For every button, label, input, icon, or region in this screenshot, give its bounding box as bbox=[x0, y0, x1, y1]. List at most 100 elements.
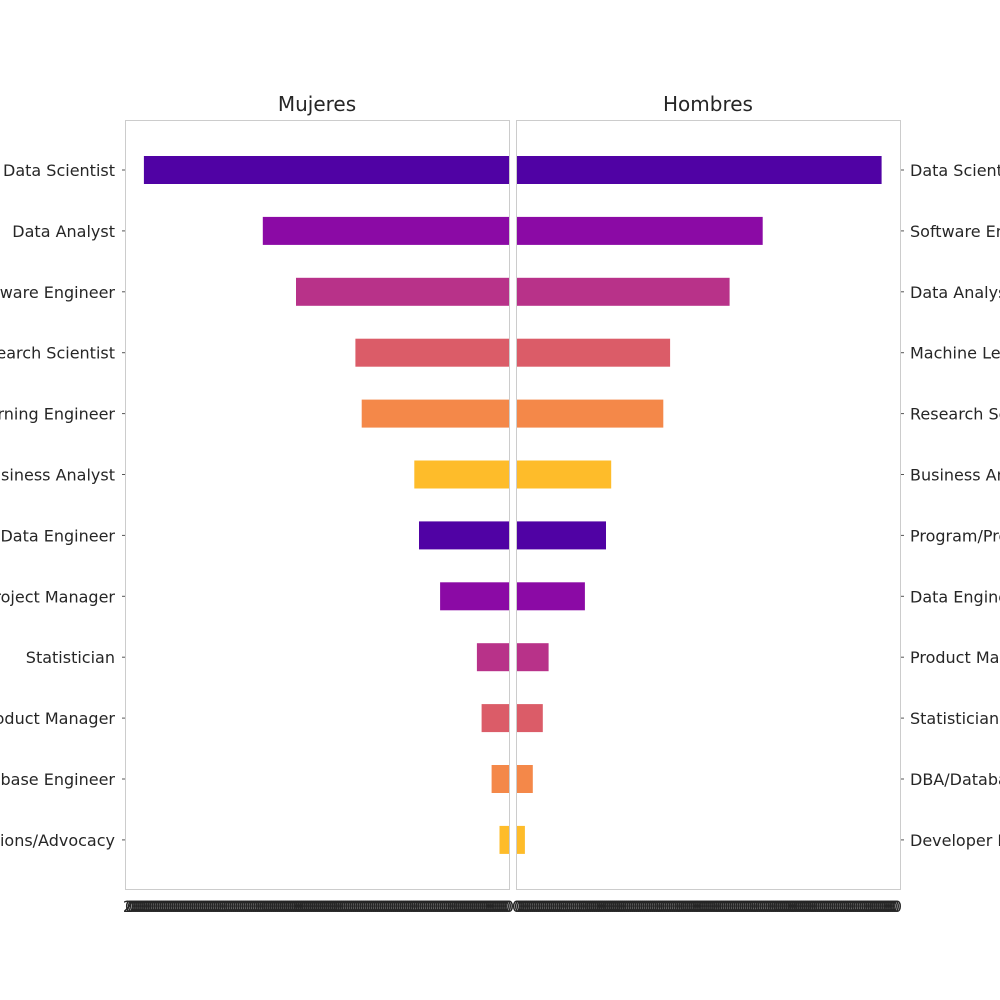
mujeres-x-tick-label-140: 0 bbox=[402, 897, 412, 916]
mujeres-x-tick-label-159: 0 bbox=[440, 897, 450, 916]
mujeres-x-tick-label-171: 0 bbox=[464, 897, 474, 916]
mujeres-x-tick-label-33: 0 bbox=[189, 897, 199, 916]
hombres-x-tick-label-84: 0 bbox=[679, 897, 689, 916]
mujeres-panel: Mujeres Data Scientist Data Analyst Softwa… bbox=[0, 92, 514, 916]
hombres-title: Hombres bbox=[663, 92, 753, 116]
mujeres-x-tick-label-174: 0 bbox=[470, 897, 480, 916]
mujeres-x-tick-label-188: 0 bbox=[498, 897, 508, 916]
mujeres-x-tick-label-22: 0 bbox=[167, 897, 177, 916]
mujeres-x-tick-label-165: 0 bbox=[452, 897, 462, 916]
hombres-x-tick-label-71: 0 bbox=[653, 897, 663, 916]
hombres-x-tick-label-86: 0 bbox=[683, 897, 693, 916]
hombres-x-tick-label-127: 0 bbox=[765, 897, 775, 916]
mujeres-x-tick-label-30: 0 bbox=[183, 897, 193, 916]
hombres-x-tick-label-14: 0 bbox=[540, 897, 550, 916]
hombres-x-tick-label-137: 0 bbox=[785, 897, 795, 916]
mujeres-x-tick-label-103: 0 bbox=[328, 897, 338, 916]
hombres-x-tick-label-90: 0 bbox=[691, 897, 701, 916]
mujeres-x-tick-label-189: 0 bbox=[500, 897, 510, 916]
hombres-bar-4 bbox=[516, 399, 664, 428]
mujeres-x-tick-label-169: 0 bbox=[460, 897, 470, 916]
hombres-x-tick-label-112: 0 bbox=[735, 897, 745, 916]
hombres-x-tick-label-186: 0 bbox=[882, 897, 892, 916]
mujeres-bars bbox=[143, 156, 509, 854]
hombres-x-tick-label-31: 0 bbox=[574, 897, 584, 916]
mujeres-x-tick-labels: 2000000000000000000000000000000000000000… bbox=[123, 897, 514, 916]
hombres-x-tick-label-189: 0 bbox=[888, 897, 898, 916]
mujeres-x-tick-label-21: 0 bbox=[165, 897, 175, 916]
hombres-category-label-6: Program/Project Manager bbox=[910, 526, 1000, 545]
hombres-bars bbox=[516, 156, 882, 854]
mujeres-x-tick-label-94: 0 bbox=[310, 897, 320, 916]
hombres-panel: Hombres Data ScientistSoftware EngineerD… bbox=[512, 92, 1000, 916]
mujeres-x-tick-label-139: 0 bbox=[400, 897, 410, 916]
mujeres-x-tick-label-32: 0 bbox=[187, 897, 197, 916]
mujeres-x-tick-label-184: 0 bbox=[490, 897, 500, 916]
hombres-x-tick-label-172: 0 bbox=[854, 897, 864, 916]
hombres-bar-0 bbox=[516, 156, 882, 184]
hombres-bar-3 bbox=[516, 338, 671, 367]
mujeres-category-label-10: DBA/Database Engineer bbox=[0, 770, 115, 789]
mujeres-category-label-8: Statistician bbox=[26, 648, 115, 667]
hombres-x-tick-label-54: 0 bbox=[619, 897, 629, 916]
hombres-x-tick-label-12: 0 bbox=[536, 897, 546, 916]
mujeres-x-tick-label-181: 0 bbox=[484, 897, 494, 916]
mujeres-x-tick-label-79: 0 bbox=[281, 897, 291, 916]
mujeres-x-tick-label-91: 0 bbox=[304, 897, 314, 916]
hombres-x-tick-label-126: 0 bbox=[763, 897, 773, 916]
hombres-x-tick-label-177: 0 bbox=[864, 897, 874, 916]
mujeres-x-tick-label-80: 0 bbox=[283, 897, 293, 916]
mujeres-x-tick-label-27: 0 bbox=[177, 897, 187, 916]
mujeres-x-tick-label-157: 0 bbox=[436, 897, 446, 916]
mujeres-x-tick-label-4: 0 bbox=[131, 897, 141, 916]
hombres-x-tick-label-60: 0 bbox=[631, 897, 641, 916]
hombres-x-tick-label-151: 0 bbox=[812, 897, 822, 916]
hombres-bar-9 bbox=[516, 704, 543, 733]
mujeres-title: Mujeres bbox=[278, 92, 356, 116]
hombres-x-tick-label-43: 0 bbox=[597, 897, 607, 916]
hombres-x-tick-label-61: 0 bbox=[633, 897, 643, 916]
mujeres-x-tick-label-187: 0 bbox=[496, 897, 506, 916]
hombres-x-tick-label-175: 0 bbox=[860, 897, 870, 916]
hombres-x-tick-label-167: 0 bbox=[844, 897, 854, 916]
hombres-x-tick-label-4: 0 bbox=[520, 897, 530, 916]
hombres-x-tick-label-117: 0 bbox=[745, 897, 755, 916]
mujeres-x-tick-label-28: 0 bbox=[179, 897, 189, 916]
mujeres-x-tick-label-47: 0 bbox=[217, 897, 227, 916]
hombres-x-tick-label-158: 0 bbox=[826, 897, 836, 916]
hombres-x-tick-label-119: 0 bbox=[749, 897, 759, 916]
hombres-category-labels: Data Scientist Software Engineer Data Anal… bbox=[900, 161, 1000, 850]
mujeres-x-tick-label-190: 0 bbox=[502, 897, 512, 916]
mujeres-x-tick-label-53: 0 bbox=[229, 897, 239, 916]
mujeres-bar-5 bbox=[414, 460, 509, 489]
hombres-x-tick-label-144: 0 bbox=[798, 897, 808, 916]
hombres-x-tick-label-132: 0 bbox=[775, 897, 785, 916]
mujeres-x-tick-label-100: 0 bbox=[322, 897, 332, 916]
mujeres-x-tick-label-185: 0 bbox=[492, 897, 502, 916]
hombres-x-tick-label-164: 0 bbox=[838, 897, 848, 916]
mujeres-x-tick-label-46: 0 bbox=[215, 897, 225, 916]
mujeres-x-tick-label-83: 0 bbox=[289, 897, 299, 916]
mujeres-bar-1 bbox=[262, 216, 509, 245]
mujeres-x-tick-label-150: 0 bbox=[422, 897, 432, 916]
hombres-x-tick-label-48: 0 bbox=[607, 897, 617, 916]
hombres-x-tick-label-49: 0 bbox=[609, 897, 619, 916]
mujeres-x-tick-label-191: 0 bbox=[504, 897, 514, 916]
mujeres-category-label-11: Developer Relations/Advocacy bbox=[0, 831, 115, 850]
mujeres-x-tick-label-16: 0 bbox=[155, 897, 165, 916]
hombres-x-tick-label-115: 0 bbox=[741, 897, 751, 916]
mujeres-x-tick-label-183: 0 bbox=[488, 897, 498, 916]
hombres-x-tick-label-44: 0 bbox=[599, 897, 609, 916]
hombres-x-tick-label-124: 0 bbox=[759, 897, 769, 916]
mujeres-x-tick-label-77: 0 bbox=[277, 897, 287, 916]
hombres-x-tick-label-105: 0 bbox=[721, 897, 731, 916]
hombres-x-tick-label-125: 0 bbox=[761, 897, 771, 916]
hombres-x-tick-label-153: 0 bbox=[816, 897, 826, 916]
mujeres-x-tick-label-48: 0 bbox=[219, 897, 229, 916]
hombres-category-label-11: Developer Relations/Advocacy bbox=[910, 831, 1000, 850]
mujeres-x-tick-label-135: 0 bbox=[392, 897, 402, 916]
hombres-x-tick-label-11: 0 bbox=[534, 897, 544, 916]
mujeres-x-tick-label-1: 0 bbox=[125, 897, 135, 916]
hombres-x-tick-label-120: 0 bbox=[751, 897, 761, 916]
hombres-x-tick-label-104: 0 bbox=[719, 897, 729, 916]
